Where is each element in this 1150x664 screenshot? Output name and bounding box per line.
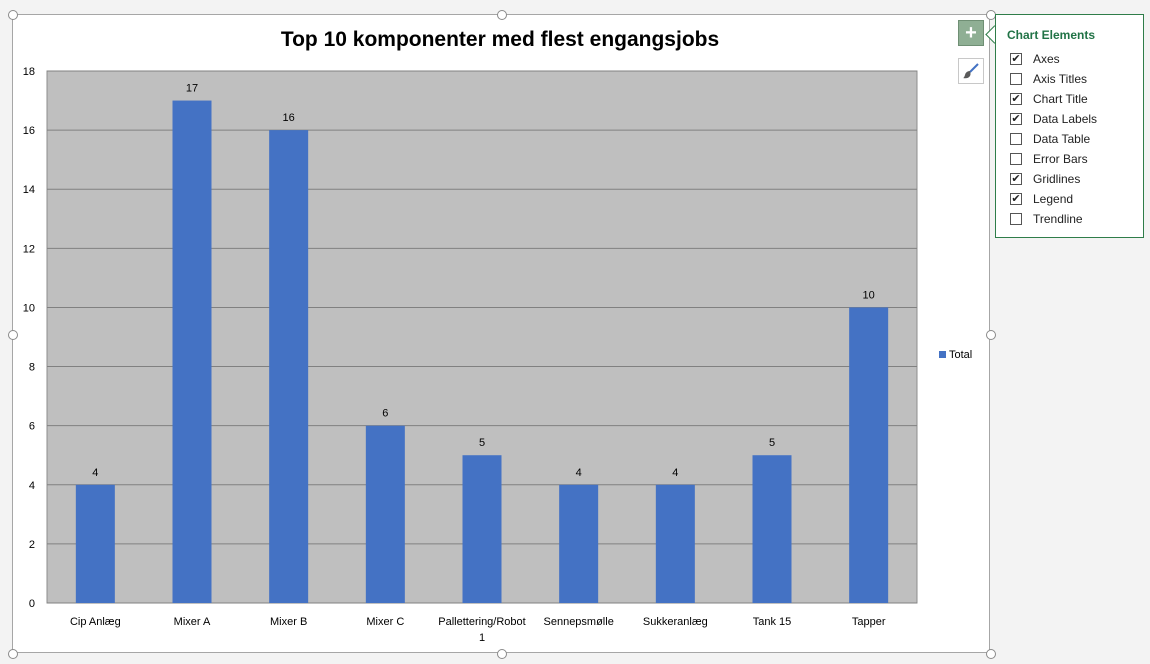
checkbox[interactable]: ✔ — [1010, 92, 1022, 105]
x-tick-label: Sukkeranlæg — [643, 616, 708, 628]
data-label: 10 — [863, 289, 875, 301]
checkbox[interactable]: ✔ — [1010, 112, 1022, 125]
panel-list: ✔ Axes Axis Titles ✔ Chart Title ✔ Data Labels… — [1010, 49, 1097, 229]
resize-handle-top[interactable] — [497, 10, 507, 20]
y-tick-label: 14 — [23, 184, 35, 196]
plus-icon: + — [965, 21, 977, 44]
bar[interactable] — [365, 425, 405, 603]
resize-handle-left[interactable] — [8, 330, 18, 340]
data-label: 17 — [186, 83, 198, 95]
chart-element-label: Error Bars — [1033, 152, 1088, 166]
panel-title: Chart Elements — [1007, 28, 1096, 42]
y-tick-label: 0 — [29, 598, 35, 610]
checkbox[interactable] — [1010, 73, 1022, 85]
x-tick-label: Mixer B — [270, 616, 307, 628]
checkbox[interactable] — [1010, 213, 1022, 225]
chart-element-option[interactable]: Axis Titles — [1010, 69, 1097, 89]
y-tick-label: 18 — [23, 66, 35, 78]
chart-element-option[interactable]: ✔ Data Labels — [1010, 109, 1097, 129]
chart-element-label: Legend — [1033, 192, 1074, 206]
resize-handle-bottom-right[interactable] — [986, 649, 996, 659]
bar[interactable] — [75, 484, 115, 603]
bar[interactable] — [655, 484, 695, 603]
bar[interactable] — [462, 455, 502, 603]
resize-handle-top-left[interactable] — [8, 10, 18, 20]
x-tick-label: Tapper — [852, 616, 886, 628]
chart-element-label: Axes — [1033, 52, 1060, 66]
x-tick-label: Pallettering/Robot — [438, 616, 525, 628]
data-label: 4 — [576, 467, 582, 479]
checkbox[interactable] — [1010, 153, 1022, 165]
chart-element-label: Gridlines — [1033, 172, 1081, 186]
data-label: 5 — [479, 437, 485, 449]
bar[interactable] — [849, 307, 889, 603]
chart-element-label: Data Table — [1033, 132, 1091, 146]
y-tick-label: 10 — [23, 302, 35, 314]
checkbox[interactable]: ✔ — [1010, 192, 1022, 205]
chart-element-option[interactable]: ✔ Gridlines — [1010, 169, 1097, 189]
x-tick-label: Sennepsmølle — [544, 616, 614, 628]
y-tick-label: 8 — [29, 362, 35, 374]
data-label: 4 — [92, 467, 98, 479]
chart-element-option[interactable]: Data Table — [1010, 129, 1097, 149]
checkbox[interactable]: ✔ — [1010, 172, 1022, 185]
chart-title[interactable]: Top 10 komponenter med flest engangsjobs — [280, 28, 720, 51]
chart-element-label: Trendline — [1033, 212, 1083, 226]
y-tick-label: 6 — [29, 421, 35, 433]
resize-handle-bottom-left[interactable] — [8, 649, 18, 659]
checkbox[interactable] — [1010, 133, 1022, 145]
x-tick-label: 1 — [479, 632, 485, 644]
chart-element-option[interactable]: ✔ Axes — [1010, 49, 1097, 69]
bar[interactable] — [172, 100, 212, 604]
chart-element-label: Axis Titles — [1033, 72, 1088, 86]
y-tick-label: 4 — [29, 480, 35, 492]
y-tick-label: 2 — [29, 539, 35, 551]
chart-element-option[interactable]: Trendline — [1010, 209, 1097, 229]
x-tick-label: Cip Anlæg — [70, 616, 121, 628]
data-label: 6 — [382, 408, 388, 420]
x-tick-label: Mixer A — [174, 616, 211, 628]
chart-element-label: Data Labels — [1033, 112, 1098, 126]
bar[interactable] — [559, 484, 599, 603]
chart-element-option[interactable]: ✔ Chart Title — [1010, 89, 1097, 109]
bar[interactable] — [269, 130, 309, 603]
y-tick-label: 12 — [23, 243, 35, 255]
y-tick-label: 16 — [23, 125, 35, 137]
legend-swatch — [939, 351, 946, 358]
paintbrush-icon — [963, 63, 979, 79]
data-label: 5 — [769, 437, 775, 449]
chart-element-label: Chart Title — [1033, 92, 1088, 106]
bar[interactable] — [752, 455, 792, 603]
resize-handle-bottom[interactable] — [497, 649, 507, 659]
resize-handle-right[interactable] — [986, 330, 996, 340]
chart-elements-button[interactable]: + — [958, 20, 984, 46]
chart-elements-panel: Chart Elements ✔ Axes Axis Titles ✔ Chart Ti… — [995, 14, 1144, 238]
x-tick-label: Tank 15 — [753, 616, 792, 628]
chart-styles-button[interactable] — [958, 58, 984, 84]
chart-element-option[interactable]: ✔ Legend — [1010, 189, 1097, 209]
data-label: 4 — [672, 467, 678, 479]
data-label: 16 — [283, 112, 295, 124]
chart-element-option[interactable]: Error Bars — [1010, 149, 1097, 169]
legend-label[interactable]: Total — [949, 349, 972, 361]
x-tick-label: Mixer C — [366, 616, 404, 628]
checkbox[interactable]: ✔ — [1010, 52, 1022, 65]
